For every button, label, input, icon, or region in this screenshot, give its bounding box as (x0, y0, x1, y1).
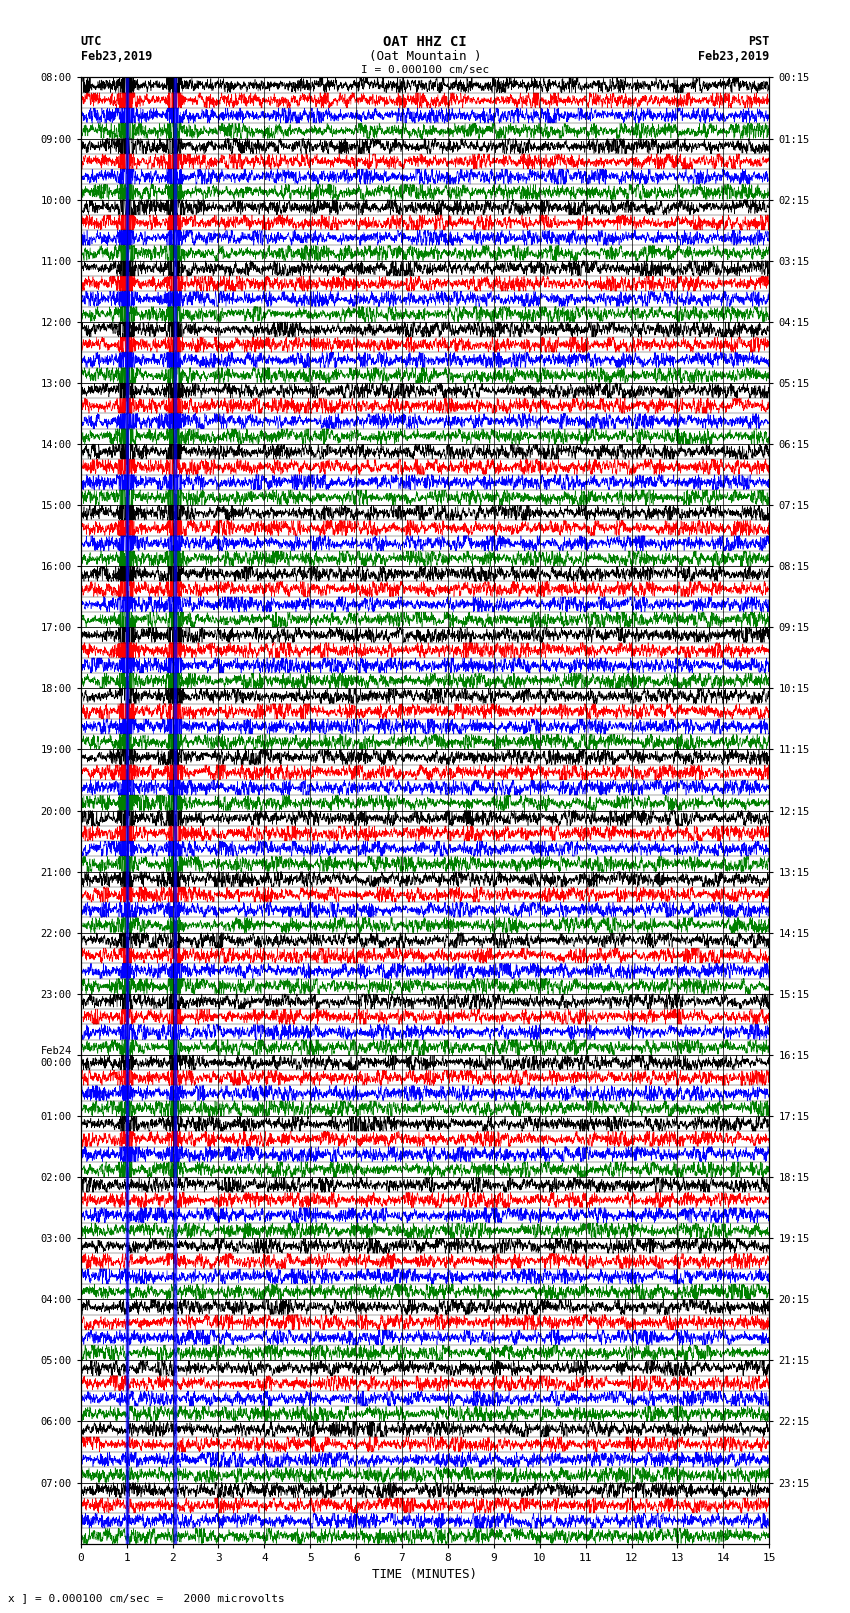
Text: Feb23,2019: Feb23,2019 (698, 50, 769, 63)
Text: PST: PST (748, 35, 769, 48)
X-axis label: TIME (MINUTES): TIME (MINUTES) (372, 1568, 478, 1581)
Text: I = 0.000100 cm/sec: I = 0.000100 cm/sec (361, 65, 489, 74)
Text: (Oat Mountain ): (Oat Mountain ) (369, 50, 481, 63)
Text: x ] = 0.000100 cm/sec =   2000 microvolts: x ] = 0.000100 cm/sec = 2000 microvolts (8, 1594, 286, 1603)
Text: UTC: UTC (81, 35, 102, 48)
Text: Feb23,2019: Feb23,2019 (81, 50, 152, 63)
Text: OAT HHZ CI: OAT HHZ CI (383, 35, 467, 50)
